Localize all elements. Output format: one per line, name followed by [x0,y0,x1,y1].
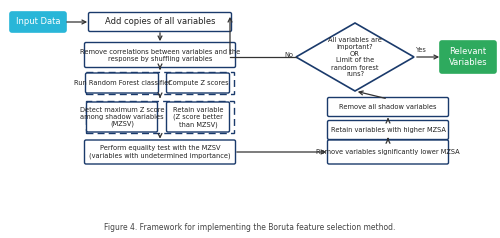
FancyBboxPatch shape [84,43,235,68]
Text: All variables are
important?
OR
Limit of the
random forest
runs?: All variables are important? OR Limit of… [328,36,382,78]
Bar [86,72,234,94]
FancyBboxPatch shape [166,102,230,132]
Text: Remove variables significantly lower MZSA: Remove variables significantly lower MZS… [316,149,460,155]
Text: Remove correlations between variables and the
response by shuffling variables: Remove correlations between variables an… [80,49,240,61]
Text: Figure 4. Framework for implementing the Boruta feature selection method.: Figure 4. Framework for implementing the… [104,223,396,233]
FancyBboxPatch shape [166,73,230,93]
Text: No: No [284,52,293,58]
FancyBboxPatch shape [86,73,158,93]
Text: Detect maximum Z score
among shadow variables
(MZSV): Detect maximum Z score among shadow vari… [80,107,164,127]
FancyBboxPatch shape [328,120,448,139]
Text: Input Data: Input Data [16,18,60,26]
Text: Yes: Yes [416,47,427,53]
FancyBboxPatch shape [440,41,496,73]
Text: Retain variables with higher MZSA: Retain variables with higher MZSA [330,127,446,133]
Text: Relevant
Variables: Relevant Variables [448,47,488,67]
FancyBboxPatch shape [10,12,66,32]
Text: Perform equality test with the MZSV
(variables with undetermined importance): Perform equality test with the MZSV (var… [89,145,231,159]
FancyBboxPatch shape [328,98,448,116]
Text: Run Random Forest classifier: Run Random Forest classifier [74,80,170,86]
FancyBboxPatch shape [88,13,232,31]
Text: Retain variable
(Z score better
than MZSV): Retain variable (Z score better than MZS… [173,106,223,128]
FancyBboxPatch shape [328,140,448,164]
Text: Remove all shadow variables: Remove all shadow variables [339,104,437,110]
Bar [86,101,234,133]
FancyBboxPatch shape [84,140,235,164]
Text: Compute Z scores: Compute Z scores [168,80,228,86]
Polygon shape [296,23,414,91]
Text: Add copies of all variables: Add copies of all variables [105,18,215,26]
FancyBboxPatch shape [86,102,158,132]
